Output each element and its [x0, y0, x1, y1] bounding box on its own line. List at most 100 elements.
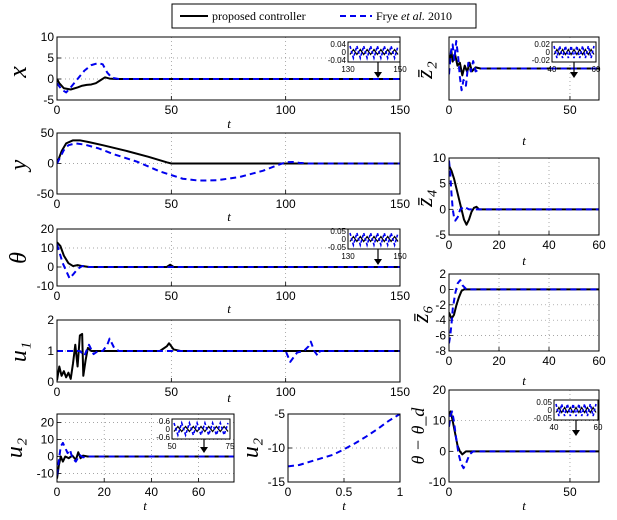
u2_zoom-ylabel: u₂ — [238, 438, 264, 458]
u2-inset-series-frye — [173, 420, 229, 438]
z4-ytick-label: 10 — [433, 151, 447, 165]
u2-ytick-label: 10 — [41, 433, 55, 447]
z4-series-frye — [449, 160, 599, 222]
u2-series-frye — [57, 441, 234, 476]
z4-ytick-label: 5 — [439, 177, 446, 191]
theta-ytick-label: 20 — [41, 222, 55, 236]
y-ytick-label: 0 — [47, 157, 54, 171]
u2_zoom-xtick-label: 1 — [397, 485, 404, 499]
u2-xtick-label: 40 — [145, 485, 159, 499]
y-xtick-label: 100 — [276, 197, 296, 211]
theta-xtick-label: 100 — [276, 289, 296, 303]
theta_err-inset-ytick-label: -0.05 — [534, 414, 553, 423]
theta_err-frame — [448, 389, 600, 483]
z4-xtick-label: 20 — [492, 238, 506, 252]
theta_err-inset-series-frye — [555, 403, 597, 417]
u2_zoom-series-frye — [288, 414, 400, 468]
u2_zoom-frame — [287, 413, 401, 483]
u1-xtick-label: 0 — [54, 385, 61, 399]
x-series-frye — [57, 62, 400, 94]
x-plot-area — [57, 37, 400, 100]
z2-xlabel: t — [522, 133, 526, 148]
z6-ylabel: z̄₆ — [408, 305, 434, 324]
z4-ytick-label: 0 — [439, 202, 446, 216]
x-inset-ytick-label: 0.04 — [330, 40, 346, 49]
z6-ytick-label: -2 — [435, 298, 446, 312]
u2-xlabel: t — [143, 498, 147, 513]
x-inset-xtick-label: 150 — [393, 65, 407, 74]
u2-inset-ytick-label: -0.6 — [156, 433, 170, 442]
theta_err-ylabel: θ − θ_d — [408, 407, 428, 465]
z4-xtick-label: 60 — [592, 238, 606, 252]
z6-xtick-label: 60 — [592, 354, 606, 368]
z6-xtick-label: 40 — [542, 354, 556, 368]
z6-series-frye — [449, 279, 599, 344]
legend-label-proposed: proposed controller — [212, 9, 306, 23]
legend-frye-suffix: 2010 — [425, 9, 452, 23]
theta-xtick-label: 50 — [165, 289, 179, 303]
u2-inset-xtick-label: 75 — [226, 442, 235, 451]
x-inset-ytick-label: -0.04 — [328, 56, 347, 65]
z2-inset-ytick-label: -0.02 — [532, 56, 551, 65]
theta_err-inset-ytick-label: 0 — [548, 406, 553, 415]
u2-frame — [56, 413, 235, 483]
y-xtick-label: 50 — [165, 197, 179, 211]
theta_err-inset-ytick-label: 0.05 — [536, 398, 552, 407]
u1-xtick-label: 50 — [165, 385, 179, 399]
z4-ytick-label: -5 — [435, 228, 446, 242]
z2-inset-arrow-head — [570, 72, 578, 78]
y-xtick-label: 0 — [54, 197, 61, 211]
theta-series-frye — [57, 243, 400, 280]
z4-series-proposed — [449, 165, 599, 226]
z2-ylabel: z̄₂ — [412, 61, 438, 80]
theta-ylabel: θ — [6, 252, 32, 264]
u2-ytick-label: 20 — [41, 416, 55, 430]
z6-xtick-label: 0 — [446, 354, 453, 368]
theta-inset-ytick-label: -0.05 — [328, 243, 347, 252]
z6-frame — [448, 273, 600, 352]
u2-inset-frame — [171, 418, 231, 440]
theta_err-xtick-label: 50 — [563, 485, 577, 499]
x-ytick-label: -5 — [43, 93, 54, 107]
x-xtick-label: 0 — [54, 103, 61, 117]
z6-xlabel: t — [522, 373, 526, 388]
theta_err-ytick-label: -10 — [429, 475, 447, 489]
theta-ytick-label: 10 — [41, 241, 55, 255]
z2-xtick-label: 0 — [446, 103, 453, 117]
z2-xtick-label: 50 — [563, 103, 577, 117]
theta_err-inset-xtick-label: 60 — [594, 423, 603, 432]
x-frame — [56, 36, 401, 101]
legend-box — [171, 3, 477, 29]
u1-ylabel: u₁ — [6, 342, 32, 362]
theta-inset-series-frye — [349, 230, 399, 248]
theta_err-inset-arrow-head — [572, 430, 580, 436]
theta-inset-ytick-label: 0.05 — [330, 227, 346, 236]
legend-frye-etal: et al. — [401, 9, 425, 23]
u2-ytick-label: 0 — [47, 450, 54, 464]
z2-inset-ytick-label: 0 — [546, 48, 551, 57]
theta_err-ytick-label: 0 — [439, 444, 446, 458]
theta-frame — [56, 228, 401, 287]
u2_zoom-xtick-label: 0.5 — [336, 485, 353, 499]
u1-ytick-label: 1 — [47, 344, 54, 358]
theta_err-xtick-label: 0 — [446, 485, 453, 499]
z2-inset-series-frye — [553, 45, 595, 59]
theta-xtick-label: 150 — [390, 289, 410, 303]
theta_err-series-frye — [449, 410, 599, 470]
u1-xtick-label: 150 — [390, 385, 410, 399]
legend-label-frye: Frye et al. 2010 — [376, 9, 452, 23]
z2-inset-ytick-label: 0.02 — [534, 40, 550, 49]
theta-inset-ytick-label: 0 — [342, 235, 347, 244]
z6-ytick-label: 2 — [439, 267, 446, 281]
theta-inset-xtick-label: 130 — [341, 252, 355, 261]
z4-plot-area — [449, 158, 599, 235]
